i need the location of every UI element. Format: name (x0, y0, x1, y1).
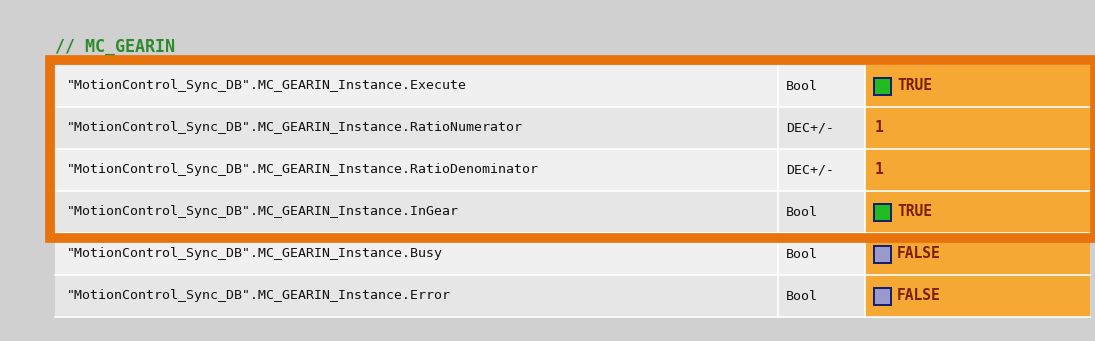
Bar (779, 149, 865, 191)
Bar (865, 149, 1090, 191)
Bar (55, 191, 779, 233)
Text: Bool: Bool (786, 248, 818, 261)
Bar (875, 288, 890, 303)
Text: 1: 1 (875, 120, 884, 135)
Bar (55, 149, 779, 191)
Bar (875, 247, 890, 262)
Bar (865, 65, 1090, 107)
Bar (875, 78, 890, 93)
Bar (873, 203, 892, 222)
Bar (873, 286, 892, 306)
Text: TRUE: TRUE (897, 78, 932, 93)
Text: "MotionControl_Sync_DB".MC_GEARIN_Instance.Execute: "MotionControl_Sync_DB".MC_GEARIN_Instan… (67, 79, 466, 92)
Text: Bool: Bool (786, 290, 818, 302)
Bar (779, 233, 865, 275)
Bar (779, 107, 865, 149)
Bar (0, 0, 1095, 30)
Bar (865, 107, 1090, 149)
Bar (865, 275, 1090, 317)
Bar (55, 275, 779, 317)
Text: "MotionControl_Sync_DB".MC_GEARIN_Instance.InGear: "MotionControl_Sync_DB".MC_GEARIN_Instan… (67, 206, 459, 219)
Bar (865, 233, 1090, 275)
Text: 1: 1 (875, 163, 884, 178)
Text: "MotionControl_Sync_DB".MC_GEARIN_Instance.Busy: "MotionControl_Sync_DB".MC_GEARIN_Instan… (67, 248, 443, 261)
Bar (865, 191, 1090, 233)
Text: "MotionControl_Sync_DB".MC_GEARIN_Instance.RatioDenominator: "MotionControl_Sync_DB".MC_GEARIN_Instan… (67, 163, 539, 177)
Bar (55, 107, 779, 149)
Text: "MotionControl_Sync_DB".MC_GEARIN_Instance.RatioNumerator: "MotionControl_Sync_DB".MC_GEARIN_Instan… (67, 121, 523, 134)
Text: FALSE: FALSE (897, 247, 941, 262)
Bar (50, 60, 1095, 238)
Bar (875, 205, 890, 220)
Text: TRUE: TRUE (897, 205, 932, 220)
Text: Bool: Bool (786, 206, 818, 219)
Text: // MC_GEARIN: // MC_GEARIN (55, 39, 175, 57)
Bar (0, 30, 1095, 65)
Bar (55, 233, 779, 275)
Bar (779, 65, 865, 107)
Text: FALSE: FALSE (897, 288, 941, 303)
Text: "MotionControl_Sync_DB".MC_GEARIN_Instance.Error: "MotionControl_Sync_DB".MC_GEARIN_Instan… (67, 290, 451, 302)
Bar (779, 191, 865, 233)
Bar (0, 317, 1095, 341)
Bar (55, 65, 779, 107)
Text: DEC+/-: DEC+/- (786, 163, 834, 177)
Text: Bool: Bool (786, 79, 818, 92)
Text: DEC+/-: DEC+/- (786, 121, 834, 134)
Bar (873, 244, 892, 264)
Bar (873, 76, 892, 95)
Bar (779, 275, 865, 317)
